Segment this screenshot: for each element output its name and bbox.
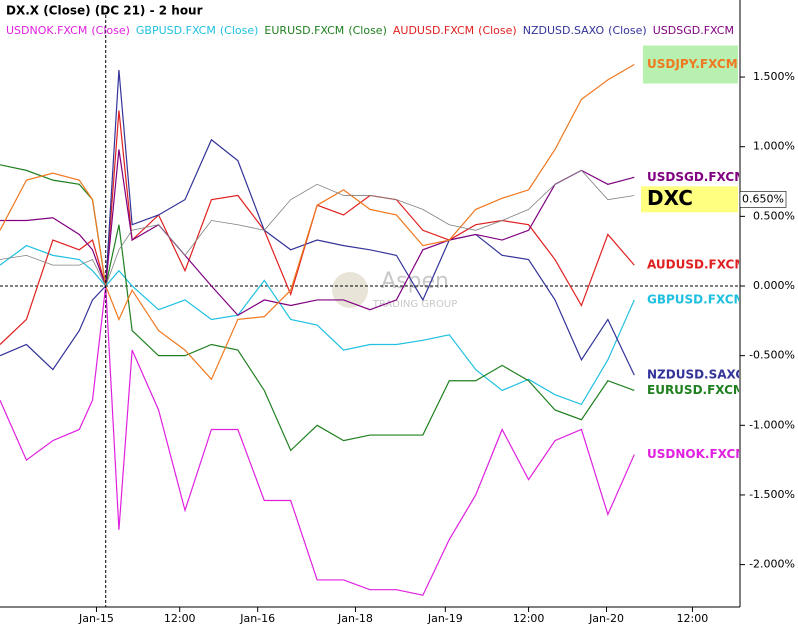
series-line [0,244,635,406]
legend-name: USDNOK.FXCM [6,24,87,37]
legend-name: AUDUSD.FXCM [393,24,474,37]
legend-entry: GBPUSD.FXCM (Close) [136,24,259,37]
legend-entry: AUDUSD.FXCM (Close) [393,24,517,37]
label-group: NZDUSD.SAXO [647,368,746,382]
chart-title: DX.X (Close) (DC 21) - 2 hour [6,4,203,18]
series-end-label: AUDUSD.FXCM [647,258,746,272]
label-box [643,45,738,84]
x-tick-label: 12:00 [513,612,545,625]
watermark-tagline: TRADING GROUP [372,299,457,310]
legend-field: (Close) [220,24,259,37]
legend-name: EURUSD.FXCM [264,24,344,37]
y-tick-label: 0.000% [753,279,795,292]
watermark-brand: Aspen [381,269,449,294]
series-end-label: USDSGD.FXCM [647,170,746,184]
current-value-label: 0.650% [742,192,784,205]
legend-name: GBPUSD.FXCM [136,24,216,37]
legend-entry: USDSGD.FXCM (Close) [653,24,777,37]
x-tick-label: 12:00 [677,612,709,625]
series-end-label: NZDUSD.SAXO [647,368,746,382]
y-tick-label: 0.500% [753,209,795,222]
x-tick-label: Jan-20 [588,612,624,625]
series-line [0,110,635,345]
legend-entry: NZDUSD.SAXO (Close) [523,24,647,37]
watermark-logo [332,272,368,308]
label-group: DXC [647,186,693,210]
x-tick-label: 12:00 [164,612,196,625]
series-end-label: USDNOK.FXCM [647,447,747,461]
legend-field: (Close) [478,24,517,37]
series-line [0,169,635,288]
label-group: USDJPY.FXCM [647,57,738,71]
label-group: EURUSD.FXCM [647,383,745,397]
label-group: AUDUSD.FXCM [647,258,746,272]
series-line [0,63,635,381]
legend-name: NZDUSD.SAXO [523,24,605,37]
x-tick-label: Jan-15 [78,612,114,625]
y-tick-label: -1.500% [749,488,795,501]
series-end-label: GBPUSD.FXCM [647,292,745,306]
label-group: USDNOK.FXCM [647,447,747,461]
legend-field: (Close) [738,24,777,37]
series-end-label: DXC [647,186,693,210]
x-tick-label: Jan-18 [337,612,373,625]
legend-entry: USDNOK.FXCM (Close) [6,24,130,37]
label-group: GBPUSD.FXCM [647,292,745,306]
legend-entry: EURUSD.FXCM (Close) [264,24,386,37]
y-tick-label: -2.000% [749,558,795,571]
legend-field: (Close) [608,24,647,37]
legend-field: (Close) [348,24,387,37]
y-tick-label: -1.000% [749,418,795,431]
y-tick-label: -0.500% [749,349,795,362]
legend-field: (Close) [91,24,130,37]
y-tick-label: 1.500% [753,70,795,83]
legend-name: USDSGD.FXCM [653,24,734,37]
x-tick-label: Jan-19 [427,612,463,625]
current-value-box [739,191,787,208]
label-box [641,186,738,213]
series-line [0,70,635,376]
series-end-label: USDJPY.FXCM [647,57,738,71]
label-group: USDSGD.FXCM [647,170,746,184]
series-line [0,285,635,596]
legend: USDNOK.FXCM (Close) GBPUSD.FXCM (Close) EURU… [6,24,777,37]
plot-area: Aspen TRADING GROUP [0,63,739,596]
series-end-label: EURUSD.FXCM [647,383,745,397]
series-line [0,149,635,317]
y-tick-label: 1.000% [753,140,795,153]
x-tick-label: Jan-16 [239,612,275,625]
